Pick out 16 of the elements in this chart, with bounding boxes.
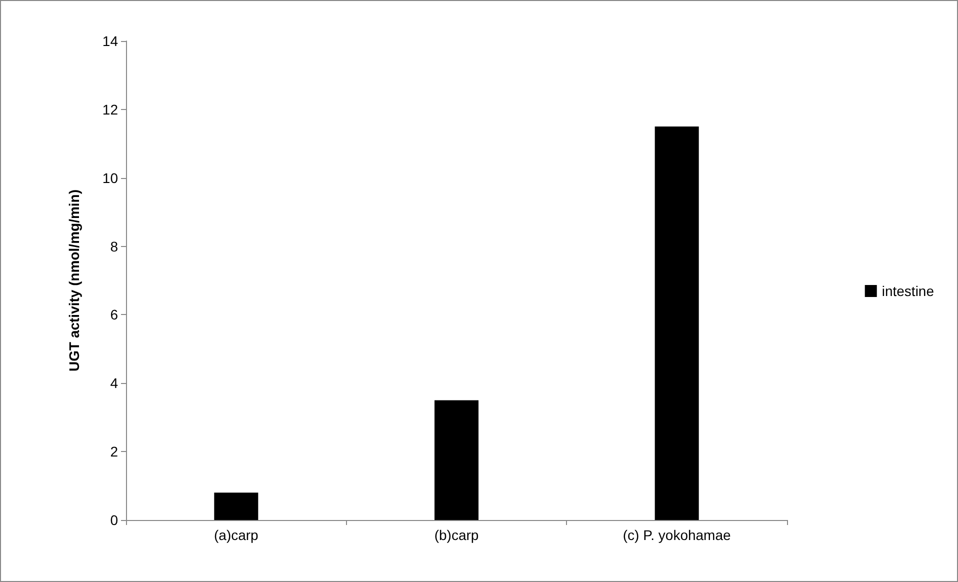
y-tick-label: 14 (102, 33, 118, 49)
y-tick-label: 4 (110, 375, 118, 392)
y-tick-label: 12 (102, 101, 118, 118)
x-tick-label: (a)carp (214, 527, 259, 543)
y-tick-label: 10 (102, 170, 118, 186)
x-tick-label: (b)carp (434, 527, 479, 543)
y-tick-label: 0 (110, 512, 118, 528)
bar (434, 400, 478, 520)
y-axis-title: UGT activity (nmol/mg/min) (66, 189, 82, 372)
bar (214, 492, 258, 520)
legend-label: intestine (882, 283, 934, 299)
y-tick-label: 6 (110, 306, 118, 323)
y-tick-label: 8 (110, 238, 118, 254)
x-tick-label: (c) P. yokohamae (622, 527, 731, 543)
y-tick-label: 2 (110, 444, 118, 460)
bar (654, 126, 699, 520)
